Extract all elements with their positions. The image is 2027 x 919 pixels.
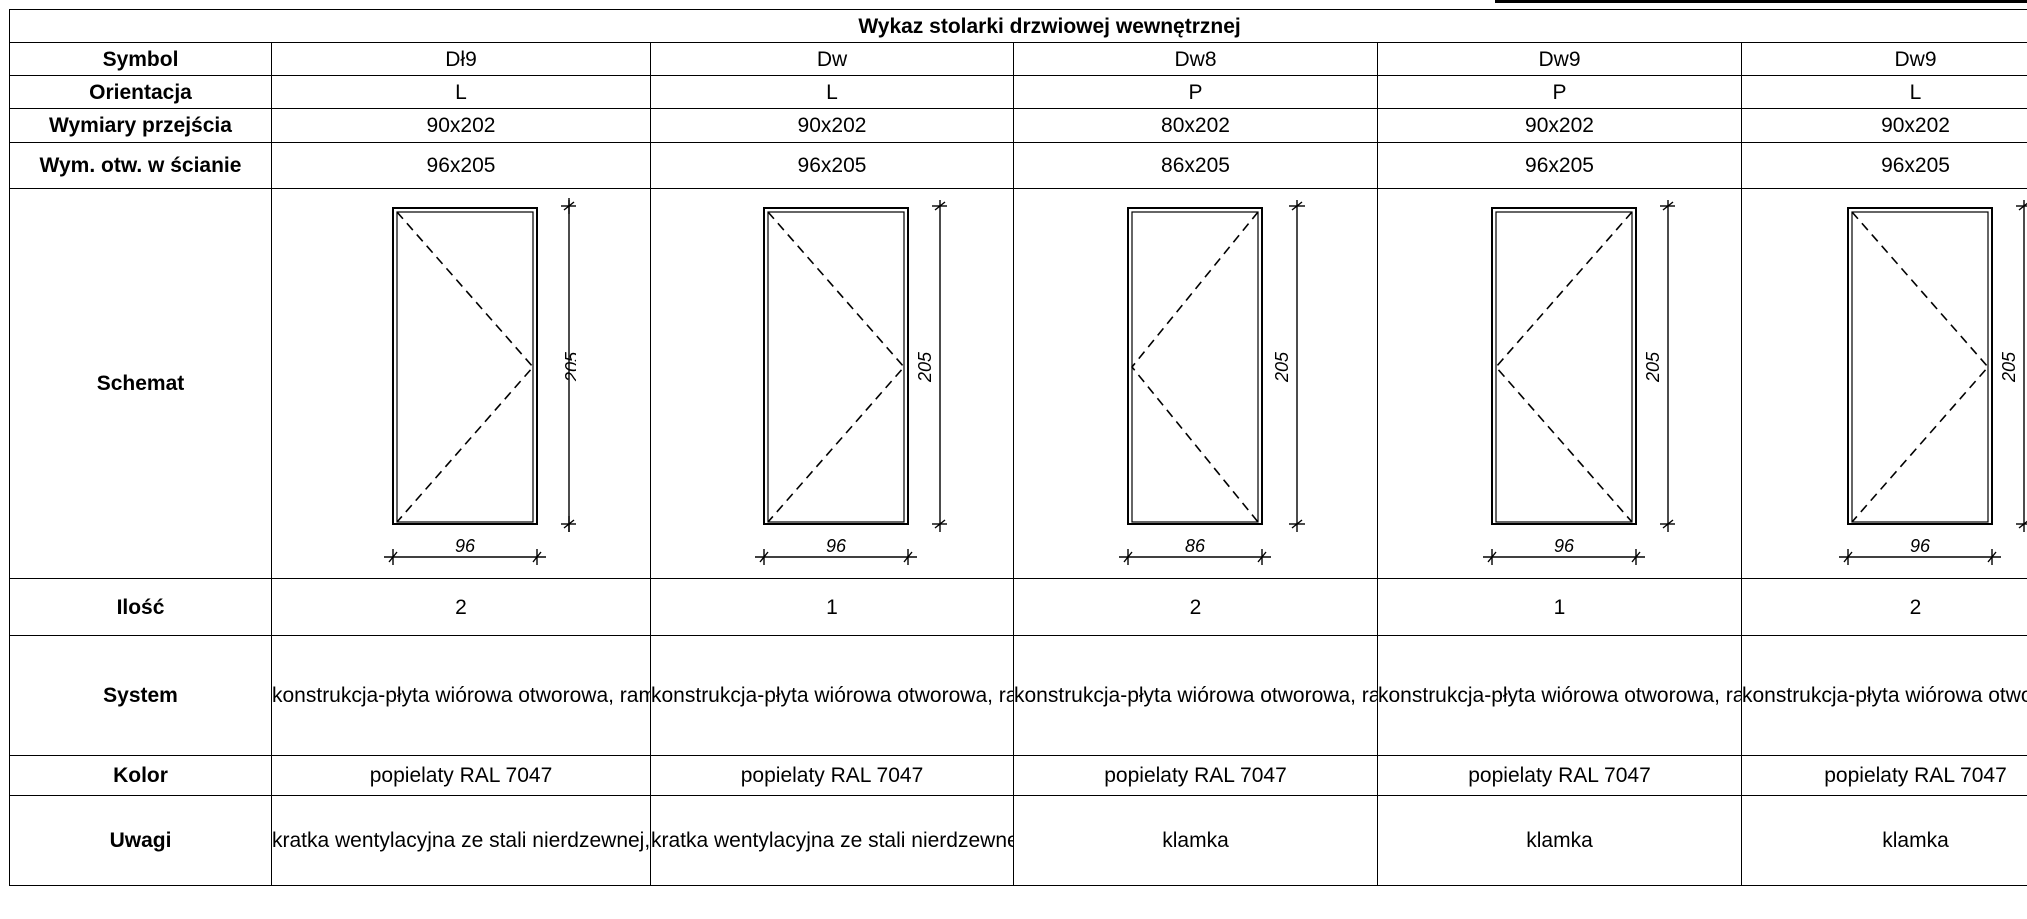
cell-system: konstrukcja-płyta wiórowa otworowa, rama… xyxy=(1740,635,2027,756)
label-schemat: Schemat xyxy=(9,188,272,579)
cell-ilosc: 1 xyxy=(1377,578,1742,636)
cell-ilosc: 1 xyxy=(650,578,1014,636)
cell-symbol: Dw9 xyxy=(1377,42,1742,76)
cell-uwagi: kratka wentylacyjna ze stali nierdzewnej… xyxy=(271,795,651,886)
width-label: 86 xyxy=(1184,536,1205,556)
label-wym-otw: Wym. otw. w ścianie xyxy=(9,142,272,189)
top-border-line xyxy=(1495,0,2027,3)
label-wymiary: Wymiary przejścia xyxy=(9,108,272,143)
cell-ilosc: 2 xyxy=(1013,578,1378,636)
cell-kolor: popielaty RAL 7047 xyxy=(650,755,1014,796)
cell-uwagi: kratka wentylacyjna ze stali nierdzewnej… xyxy=(650,795,1014,886)
cell-wymiary: 90x202 xyxy=(1740,108,2027,143)
width-dimension xyxy=(755,548,917,565)
height-label: 205 xyxy=(1643,351,1663,383)
cell-system: konstrukcja-płyta wiórowa otworowa, rama… xyxy=(1013,635,1378,756)
cell-orientacja: P xyxy=(1013,75,1378,109)
door-schedule-table: Wykaz stolarki drzwiowej wewnętrznej Sym… xyxy=(8,9,2027,886)
cell-orientacja: L xyxy=(650,75,1014,109)
cell-wym-otw: 96x205 xyxy=(1377,142,1742,189)
label-symbol: Symbol xyxy=(9,42,272,76)
height-label: 205 xyxy=(915,351,935,383)
height-dimension xyxy=(561,197,576,532)
height-dimension xyxy=(1288,199,1305,532)
label-ilosc: Ilość xyxy=(9,578,272,636)
cell-symbol: Dw8 xyxy=(1013,42,1378,76)
door-elevation-drawing: 205 96 xyxy=(1482,199,1675,565)
row-orientacja: Orientacja L L P P L xyxy=(9,75,2027,109)
cell-ilosc: 2 xyxy=(1740,578,2027,636)
cell-wym-otw: 86x205 xyxy=(1013,142,1378,189)
opening-direction-lines xyxy=(1494,210,1633,523)
door-elevation-drawing: 205 86 xyxy=(1118,199,1305,565)
row-wymiary: Wymiary przejścia 90x202 90x202 80x202 9… xyxy=(9,108,2027,143)
width-label: 96 xyxy=(455,536,476,556)
door-elevation-drawing: 205 96 xyxy=(1838,199,2027,565)
opening-direction-lines xyxy=(767,210,906,523)
row-wym-otw: Wym. otw. w ścianie 96x205 96x205 86x205… xyxy=(9,142,2027,189)
cell-ilosc: 2 xyxy=(271,578,651,636)
opening-direction-lines xyxy=(396,210,535,523)
cell-orientacja: L xyxy=(1740,75,2027,109)
cell-wym-otw: 96x205 xyxy=(1740,142,2027,189)
width-dimension xyxy=(1118,548,1271,565)
row-symbol: Symbol Dł9 Dw Dw8 Dw9 Dw9 xyxy=(9,42,2027,76)
cell-kolor: popielaty RAL 7047 xyxy=(1377,755,1742,796)
row-ilosc: Ilość 2 1 2 1 2 xyxy=(9,578,2027,636)
cell-wym-otw: 96x205 xyxy=(271,142,651,189)
cell-symbol: Dw xyxy=(650,42,1014,76)
label-uwagi: Uwagi xyxy=(9,795,272,886)
cell-wym-otw: 96x205 xyxy=(650,142,1014,189)
cell-system: konstrukcja-płyta wiórowa otworowa, rama… xyxy=(271,635,651,756)
door-elevation-drawing: 205 96 xyxy=(384,197,576,565)
cell-wymiary: 80x202 xyxy=(1013,108,1378,143)
door-elevation-drawing: 205 96 xyxy=(755,199,947,565)
width-label: 96 xyxy=(1910,536,1931,556)
width-label: 96 xyxy=(1553,536,1574,556)
table-title: Wykaz stolarki drzwiowej wewnętrznej xyxy=(8,9,2027,43)
row-uwagi: Uwagi kratka wentylacyjna ze stali nierd… xyxy=(9,795,2027,886)
width-dimension xyxy=(1838,548,2001,565)
cell-symbol: Dw9 xyxy=(1740,42,2027,76)
cell-schemat: 205 96 xyxy=(1377,188,1742,579)
cell-schemat: 205 96 xyxy=(650,188,1014,579)
height-dimension xyxy=(1659,199,1675,532)
cell-schemat: 205 96 xyxy=(1740,188,2027,579)
cell-wymiary: 90x202 xyxy=(271,108,651,143)
row-kolor: Kolor popielaty RAL 7047 popielaty RAL 7… xyxy=(9,755,2027,796)
cell-symbol: Dł9 xyxy=(271,42,651,76)
label-kolor: Kolor xyxy=(9,755,272,796)
cell-system: konstrukcja-płyta wiórowa otworowa, rama… xyxy=(650,635,1014,756)
label-orientacja: Orientacja xyxy=(9,75,272,109)
opening-direction-lines xyxy=(1850,210,1989,523)
height-label: 205 xyxy=(562,351,576,383)
width-dimension xyxy=(384,548,546,565)
cell-schemat: 205 86 xyxy=(1013,188,1378,579)
cell-uwagi: klamka xyxy=(1377,795,1742,886)
row-system: System konstrukcja-płyta wiórowa otworow… xyxy=(9,635,2027,756)
height-label: 205 xyxy=(1999,351,2019,383)
cell-wymiary: 90x202 xyxy=(1377,108,1742,143)
cell-kolor: popielaty RAL 7047 xyxy=(1013,755,1378,796)
cell-uwagi: klamka xyxy=(1740,795,2027,886)
label-system: System xyxy=(9,635,272,756)
width-dimension xyxy=(1482,548,1645,565)
cell-kolor: popielaty RAL 7047 xyxy=(271,755,651,796)
cell-kolor: popielaty RAL 7047 xyxy=(1740,755,2027,796)
cell-system: konstrukcja-płyta wiórowa otworowa, rama… xyxy=(1377,635,1742,756)
cell-wymiary: 90x202 xyxy=(650,108,1014,143)
height-dimension xyxy=(932,199,947,532)
cell-uwagi: klamka xyxy=(1013,795,1378,886)
cell-schemat: 205 96 xyxy=(271,188,651,579)
row-schemat: Schemat xyxy=(9,188,2027,579)
height-label: 205 xyxy=(1272,351,1292,383)
title-row: Wykaz stolarki drzwiowej wewnętrznej xyxy=(8,9,2027,43)
opening-direction-lines xyxy=(1130,210,1259,523)
cell-orientacja: L xyxy=(271,75,651,109)
cell-orientacja: P xyxy=(1377,75,1742,109)
width-label: 96 xyxy=(826,536,847,556)
